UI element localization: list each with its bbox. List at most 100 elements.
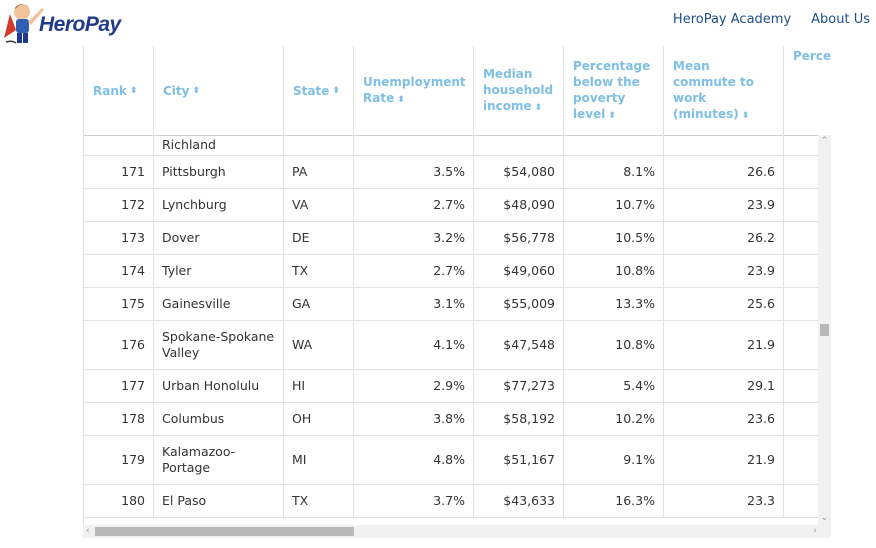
commute-cell: 23.9 <box>664 255 784 287</box>
unemployment-cell: 2.7% <box>354 189 474 221</box>
bachelors-cell <box>784 403 819 435</box>
state-cell: TX <box>284 485 354 517</box>
table-row[interactable]: 177 Urban Honolulu HI 2.9% $77,273 5.4% 29.1 <box>84 370 819 403</box>
median-income-cell: $58,192 <box>474 403 564 435</box>
sort-icon[interactable]: ⬍ <box>129 85 138 96</box>
poverty-cell: 9.1% <box>564 436 664 484</box>
column-header-city[interactable]: City ⬍ <box>154 46 284 135</box>
table-row[interactable]: 171 Pittsburgh PA 3.5% $54,080 8.1% 26.6 <box>84 156 819 189</box>
horizontal-scroll-thumb[interactable] <box>95 527 354 536</box>
unemployment-cell: 4.1% <box>354 321 474 369</box>
state-cell: GA <box>284 288 354 320</box>
city-cell: Urban Honolulu <box>154 370 284 402</box>
state-cell: HI <box>284 370 354 402</box>
column-header-poverty[interactable]: Percentage below the poverty level ⬍ <box>564 46 664 135</box>
column-header-rank[interactable]: Rank ⬍ <box>84 46 154 135</box>
commute-cell: 23.6 <box>664 403 784 435</box>
chevron-right-icon[interactable]: › <box>813 526 817 536</box>
table-body: Richland 171 Pittsburgh PA 3.5% $54,080 8.1% 2… <box>83 135 819 525</box>
unemployment-cell: 2.7% <box>354 255 474 287</box>
poverty-cell: 13.3% <box>564 288 664 320</box>
median-income-cell: $56,778 <box>474 222 564 254</box>
poverty-cell: 10.8% <box>564 321 664 369</box>
unemployment-cell: 3.1% <box>354 288 474 320</box>
city-cell: Columbus <box>154 403 284 435</box>
city-cell: Pittsburgh <box>154 156 284 188</box>
unemployment-cell: 2.9% <box>354 370 474 402</box>
sort-icon[interactable]: ⬍ <box>332 85 340 96</box>
city-cell: Lynchburg <box>154 189 284 221</box>
vertical-scroll-thumb[interactable] <box>820 324 829 336</box>
brand-logo[interactable]: HeroPay <box>2 0 127 46</box>
unemployment-cell: 3.7% <box>354 485 474 517</box>
table-row[interactable]: 173 Dover DE 3.2% $56,778 10.5% 26.2 <box>84 222 819 255</box>
commute-cell: 23.3 <box>664 485 784 517</box>
median-income-cell: $54,080 <box>474 156 564 188</box>
horizontal-scrollbar[interactable]: ‹ › <box>83 525 831 538</box>
unemployment-cell: 3.5% <box>354 156 474 188</box>
sort-icon[interactable]: ⬍ <box>192 85 201 96</box>
column-header-median-income[interactable]: Median household income ⬍ <box>474 46 564 135</box>
table-row[interactable]: 180 El Paso TX 3.7% $43,633 16.3% 23.3 <box>84 485 819 518</box>
city-cell: Kalamazoo-Portage <box>154 436 284 484</box>
bachelors-cell <box>784 255 819 287</box>
rankings-table: Rank ⬍ City ⬍ State ⬍ Unemployment Rate ⬍ Me… <box>83 46 831 538</box>
city-cell: Richland <box>154 135 284 155</box>
rank-cell: 180 <box>84 485 154 517</box>
sort-icon[interactable]: ⬍ <box>397 94 405 105</box>
chevron-left-icon[interactable]: ‹ <box>86 526 90 536</box>
column-header-commute[interactable]: Mean commute to work (minutes) ⬍ <box>664 46 784 135</box>
city-cell: El Paso <box>154 485 284 517</box>
sort-icon[interactable]: ⬍ <box>741 110 750 121</box>
table-row[interactable]: 174 Tyler TX 2.7% $49,060 10.8% 23.9 <box>84 255 819 288</box>
table-row[interactable]: 179 Kalamazoo-Portage MI 4.8% $51,167 9.1% 21.… <box>84 436 819 485</box>
poverty-cell: 5.4% <box>564 370 664 402</box>
city-cell: Gainesville <box>154 288 284 320</box>
poverty-cell: 10.8% <box>564 255 664 287</box>
commute-cell: 26.2 <box>664 222 784 254</box>
poverty-cell: 10.2% <box>564 403 664 435</box>
nav-link-academy[interactable]: HeroPay Academy <box>672 12 792 27</box>
state-cell: OH <box>284 403 354 435</box>
median-income-cell: $77,273 <box>474 370 564 402</box>
bachelors-cell <box>784 222 819 254</box>
table-row[interactable]: 176 Spokane-Spokane Valley WA 4.1% $47,548 10… <box>84 321 819 370</box>
rank-cell: 174 <box>84 255 154 287</box>
unemployment-cell: 3.8% <box>354 403 474 435</box>
commute-cell: 29.1 <box>664 370 784 402</box>
rank-cell: 176 <box>84 321 154 369</box>
rank-cell: 172 <box>84 189 154 221</box>
poverty-cell: 8.1% <box>564 156 664 188</box>
median-income-cell: $49,060 <box>474 255 564 287</box>
rank-cell: 171 <box>84 156 154 188</box>
column-header-unemployment[interactable]: Unemployment Rate ⬍ <box>354 46 474 135</box>
chevron-up-icon[interactable]: ⌃ <box>820 136 829 146</box>
bachelors-cell <box>784 370 819 402</box>
state-cell: MI <box>284 436 354 484</box>
bachelors-cell <box>784 485 819 517</box>
table-row[interactable]: 178 Columbus OH 3.8% $58,192 10.2% 23.6 <box>84 403 819 436</box>
median-income-cell: $55,009 <box>474 288 564 320</box>
poverty-cell: 10.5% <box>564 222 664 254</box>
sort-icon[interactable]: ⬍ <box>608 110 616 121</box>
median-income-cell: $47,548 <box>474 321 564 369</box>
table-row[interactable]: Richland <box>84 135 819 156</box>
rank-cell: 178 <box>84 403 154 435</box>
sort-icon[interactable]: ⬍ <box>534 102 543 113</box>
nav-link-about[interactable]: About Us <box>811 12 870 27</box>
vertical-scrollbar[interactable]: ⌃ ⌄ <box>818 135 831 525</box>
column-header-state[interactable]: State ⬍ <box>284 46 354 135</box>
commute-cell: 23.9 <box>664 189 784 221</box>
bachelors-cell <box>784 156 819 188</box>
bachelors-cell <box>784 288 819 320</box>
city-cell: Dover <box>154 222 284 254</box>
poverty-cell: 16.3% <box>564 485 664 517</box>
chevron-down-icon[interactable]: ⌄ <box>820 513 829 523</box>
column-header-bachelors[interactable]: Percentage of workforce with bachelor's … <box>784 46 831 135</box>
brand-name: HeroPay <box>39 13 121 36</box>
table-row[interactable]: 175 Gainesville GA 3.1% $55,009 13.3% 25.6 <box>84 288 819 321</box>
table-header: Rank ⬍ City ⬍ State ⬍ Unemployment Rate ⬍ Me… <box>83 46 831 136</box>
table-row[interactable]: 172 Lynchburg VA 2.7% $48,090 10.7% 23.9 <box>84 189 819 222</box>
rank-cell: 177 <box>84 370 154 402</box>
city-cell: Spokane-Spokane Valley <box>154 321 284 369</box>
